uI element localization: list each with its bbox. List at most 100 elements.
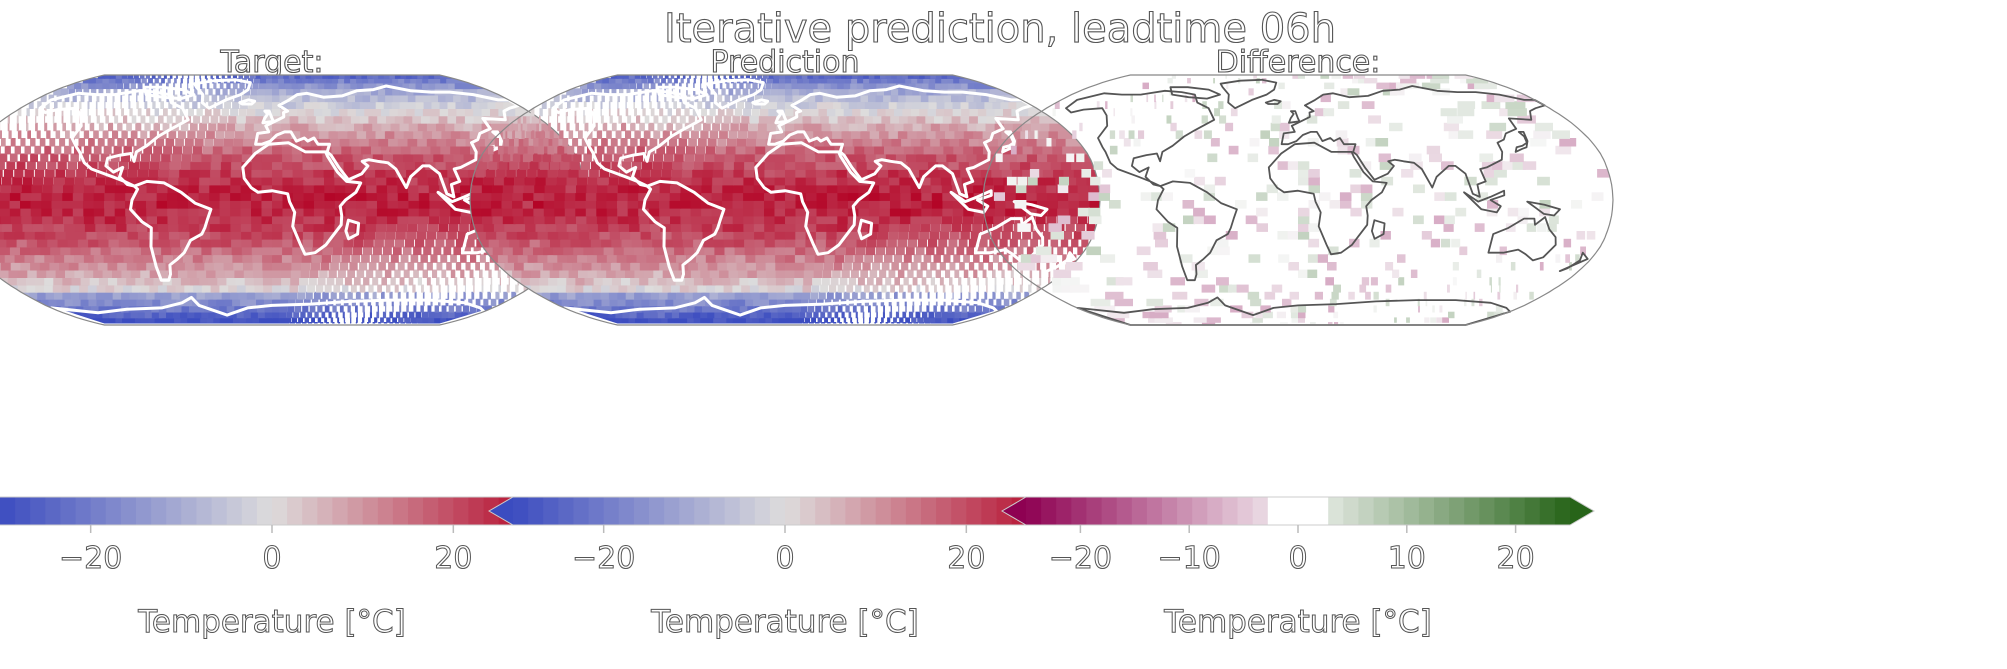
colorbar-segment [408,497,424,525]
colorbar-segment [951,497,967,525]
colorbar-segment [754,497,771,525]
colorbar-segment [1071,497,1087,525]
colorbar-segment [1403,497,1420,525]
colorbar-tick-label: 0 [1288,541,1307,576]
colorbar-segment [1252,497,1269,525]
colorbar-tick-label: 0 [775,541,794,576]
colorbar-segment [453,497,469,525]
colorbar-tick-label: −10 [1158,541,1221,576]
colorbar-segment [90,497,107,525]
colorbar-segment [1524,497,1541,525]
colorbar-segment [1313,497,1329,525]
colorbar-segment [75,497,92,525]
colorbar-segment [1479,497,1495,525]
colorbar-segment [166,497,182,525]
map-field [993,75,1611,325]
colorbar-segment [981,497,998,525]
colorbar-segment [1434,497,1450,525]
colorbar-segment [875,497,892,525]
colorbar-segment [921,497,937,525]
colorbar-segment [362,497,379,525]
colorbar-segment [105,497,122,525]
colorbar-segment [438,497,454,525]
colorbar-segment [1207,497,1223,525]
colorbar-segment [709,497,726,525]
colorbar: −20 0 20 Temperature [°C] [0,496,569,641]
colorbar-segment [136,497,152,525]
colorbar-segment [196,497,213,525]
colorbar-segment [845,497,862,525]
colorbar-segment [1539,497,1556,525]
colorbar-segment [226,497,243,525]
colorbar-label: Temperature [°C] [650,604,919,640]
colorbar-segment [1192,497,1208,525]
colorbar-segment [1026,497,1042,525]
map-border [469,74,1101,326]
colorbar-segment [513,497,529,525]
colorbar-segment [543,497,559,525]
colorbar-segment [588,497,605,525]
colorbar-segment [1494,497,1511,525]
colorbar-segment [211,497,228,525]
colorbar-segment [15,497,31,525]
colorbar-segment [603,497,620,525]
colorbar-segment [332,497,349,525]
colorbar-tick-label: 20 [434,541,472,576]
colorbar-segment [468,497,485,525]
colorbar: −20 0 20 Temperature [°C] [488,496,1082,641]
colorbar-segment [1162,497,1178,525]
colorbar-segment [60,497,77,525]
colorbar-extend-low [489,497,513,525]
colorbar-segment [1222,497,1239,525]
colorbar-segment [800,497,816,525]
colorbar-tick-label: 10 [1388,541,1426,576]
colorbar-label: Temperature [°C] [1163,604,1432,640]
colorbar-tick-label: −20 [59,541,122,576]
colorbar-segment [890,497,907,525]
colorbar-segment [1237,497,1254,525]
colorbar-segment [120,497,137,525]
colorbar-segment [423,497,439,525]
colorbar-segment [287,497,303,525]
colorbar-segment [905,497,922,525]
colorbar-segment [1177,497,1193,525]
colorbar-segment [664,497,680,525]
colorbar-segment [1343,497,1359,525]
colorbar-segment [1449,497,1465,525]
colorbar-segment [1041,497,1057,525]
colorbar-extend-high [1570,497,1594,525]
colorbar-segment [724,497,741,525]
colorbar-segment [966,497,982,525]
colorbar-label: Temperature [°C] [137,604,406,640]
colorbar-segment [377,497,394,525]
colorbar-segment [256,497,273,525]
colorbar-segment [317,497,333,525]
colorbar-segment [1464,497,1480,525]
colorbar-segment [1101,497,1118,525]
colorbar-segment [1282,497,1299,525]
colorbar-segment [1116,497,1133,525]
colorbar-tick-label: 20 [947,541,985,576]
colorbar-segment [649,497,665,525]
colorbar-segment [860,497,877,525]
colorbar-segment [272,497,288,525]
colorbar-segment [1418,497,1435,525]
colorbar-segment [694,497,710,525]
map-border [982,74,1614,326]
colorbar-segment [815,497,831,525]
colorbar-segment [1298,497,1314,525]
colorbar-segment [1086,497,1103,525]
colorbar-segment [558,497,574,525]
colorbar-tick-label: −20 [572,541,635,576]
map-field [470,75,1100,325]
figure-suptitle: Iterative prediction, leadtime 06h [664,6,1336,52]
colorbar-segment [1554,497,1571,525]
colorbar-segment [1056,497,1072,525]
colorbar-segment [1328,497,1344,525]
colorbar-segment [1373,497,1390,525]
colorbar-extend-low [1002,497,1026,525]
